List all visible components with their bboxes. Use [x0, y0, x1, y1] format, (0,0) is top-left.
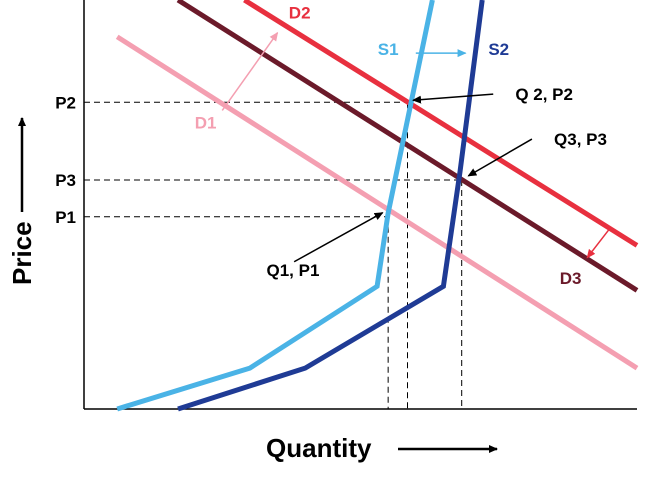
- axes: Quantity Price: [7, 0, 637, 463]
- curve-s2: [177, 0, 485, 412]
- price-label-p2: P2: [55, 93, 76, 112]
- curve-label-s1: S1: [378, 40, 399, 59]
- curve-s1: [116, 0, 435, 412]
- callout-arrow-q-2-p2: [412, 93, 494, 104]
- labels: D1 D2 D3 S1 S2: [195, 3, 582, 288]
- callout-arrow-q1-p1: [293, 212, 384, 263]
- price-label-p1: P1: [55, 208, 76, 227]
- shift-arrow-d1-to-d2: [221, 31, 279, 111]
- equilibrium-label-q3-p3: Q3, P3: [554, 130, 607, 149]
- curve-d3: [176, 0, 639, 293]
- curve-label-d1: D1: [195, 114, 217, 133]
- equilibrium-label-q-2-p2: Q 2, P2: [515, 85, 573, 104]
- y-axis-label: Price: [7, 221, 37, 285]
- x-axis-label: Quantity: [266, 433, 372, 463]
- curves: [115, 0, 639, 412]
- curve-label-d2: D2: [289, 3, 311, 22]
- curve-label-s2: S2: [488, 40, 509, 59]
- equilibrium-label-q1-p1: Q1, P1: [266, 261, 319, 280]
- guide-lines: P2 P3 P1: [55, 93, 463, 409]
- curve-d1: [115, 34, 639, 371]
- callouts: Q1, P1 Q 2, P2 Q3, P3: [266, 85, 606, 280]
- price-label-p3: P3: [55, 171, 76, 190]
- callout-arrow-q3-p3: [467, 138, 533, 177]
- curve-label-d3: D3: [560, 269, 582, 288]
- shift-arrows: [221, 31, 610, 259]
- shift-arrow-d2-to-d3: [586, 228, 610, 259]
- curve-d2: [243, 0, 639, 248]
